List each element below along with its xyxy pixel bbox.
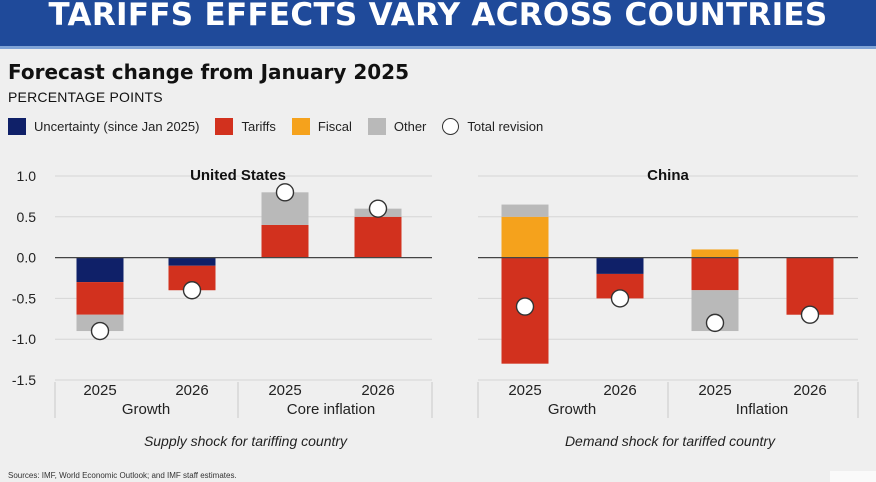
group-label: Growth [122,401,170,418]
x-tick-label: 2026 [175,382,208,399]
legend-label-fiscal: Fiscal [317,118,352,134]
panel-title: China [647,167,689,184]
y-tick-label: 0.0 [17,250,37,266]
legend-item-tariffs: Tariffs [215,117,276,135]
total-revision-marker [182,281,202,300]
total-revision-marker [368,199,388,218]
legend-label-other: Other [393,118,427,134]
y-tick-label: 1.0 [17,168,37,184]
bar-segment [76,282,124,315]
legend-swatch-uncertainty [8,117,26,135]
legend-swatch-other [367,117,386,135]
bar-segment [501,204,549,217]
panel-title: United States [190,167,286,184]
legend-label-total-revision: Total revision [467,118,544,134]
group-label: Growth [548,401,596,418]
title-banner: TARIFFS EFFECTS VARY ACROSS COUNTRIES [0,0,876,49]
sources-note: Sources: IMF, World Economic Outlook; an… [8,471,237,480]
panel-caption: Supply shock for tariffing country [144,433,348,449]
x-tick-label: 2026 [603,382,636,399]
bar-segment [786,257,834,315]
legend-item-other: Other [367,117,427,135]
bar-segment [501,216,549,258]
total-revision-marker [610,289,630,308]
logo [830,471,876,482]
x-tick-label: 2026 [361,382,394,399]
y-tick-label: -0.5 [12,290,36,306]
y-tick-label: 0.5 [17,209,37,225]
legend-swatch-fiscal [291,117,310,135]
group-label: Core inflation [287,401,375,418]
x-tick-label: 2025 [268,382,301,399]
chart-title: Forecast change from January 2025 [8,60,410,84]
legend-item-total-revision: Total revision [442,117,544,135]
chart-area: 1.0 0.5 0.0 -0.5 -1.0 -1.5 United States 2025 20… [12,167,859,449]
total-revision-marker [800,305,820,324]
legend-item-uncertainty: Uncertainty (since Jan 2025) [8,117,200,135]
legend: Uncertainty (since Jan 2025) Tariffs Fis… [8,115,559,137]
legend-item-fiscal: Fiscal [291,117,352,135]
x-tick-label: 2025 [83,382,116,399]
y-tick-label: -1.0 [12,331,36,347]
panel-caption: Demand shock for tariffed country [565,433,776,449]
legend-marker-total-revision [442,117,460,135]
chart-subtitle: PERCENTAGE POINTS [8,89,163,105]
x-tick-label: 2025 [698,382,731,399]
banner-title: TARIFFS EFFECTS VARY ACROSS COUNTRIES [48,0,828,33]
bar-segment [691,257,739,291]
legend-label-uncertainty: Uncertainty (since Jan 2025) [34,118,200,134]
bar-segment [76,257,124,283]
bar-segment [691,249,739,258]
y-tick-label: -1.5 [12,372,36,388]
bar-segment [261,224,309,258]
bar-segment [354,216,402,258]
total-revision-marker [515,297,535,316]
x-tick-label: 2026 [793,382,826,399]
total-revision-marker [275,183,295,202]
bar-segment [596,257,644,274]
bar-segment [168,257,216,266]
legend-swatch-tariffs [215,117,234,135]
legend-label-tariffs: Tariffs [241,118,276,134]
total-revision-marker [90,321,110,341]
group-label: Inflation [736,401,789,418]
total-revision-marker [705,313,725,333]
x-tick-label: 2025 [508,382,541,399]
